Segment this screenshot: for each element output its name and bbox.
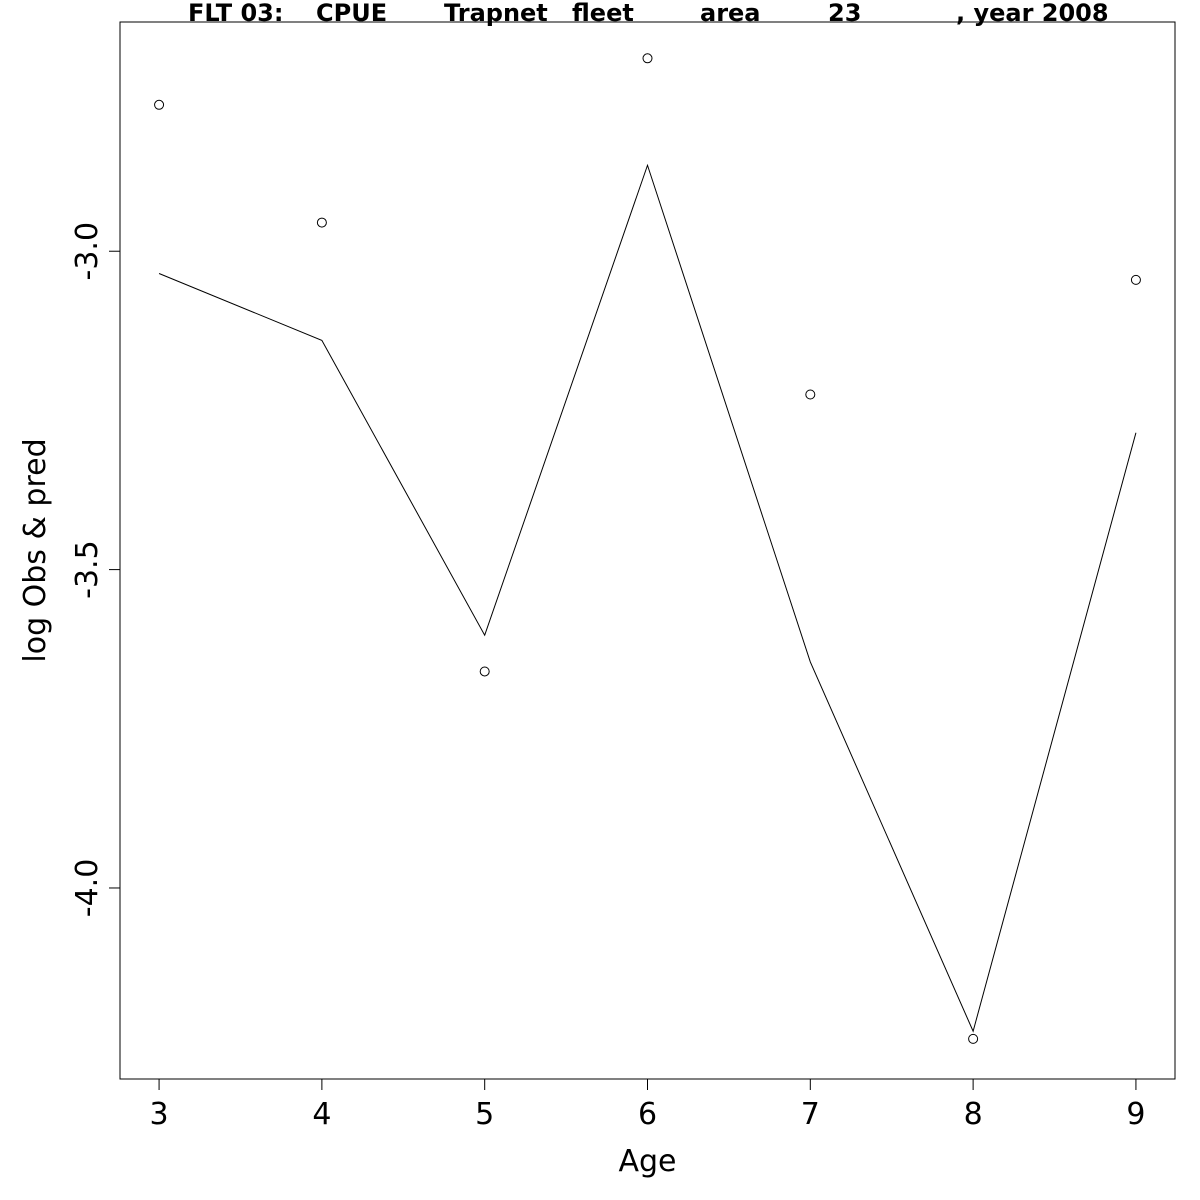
- title-part: , year 2008: [956, 0, 1109, 27]
- plot-frame: [119, 21, 1176, 1080]
- observed-points-series: [154, 53, 1141, 1044]
- x-tick-label: 5: [475, 1097, 494, 1132]
- title-part: area: [700, 0, 761, 27]
- title-part: Trapnet: [444, 0, 548, 27]
- y-tick-label: -3.0: [70, 222, 105, 281]
- title-part: 23: [828, 0, 861, 27]
- observed-point: [968, 1033, 979, 1044]
- observed-point: [1130, 274, 1141, 285]
- title-part: FLT 03:: [188, 0, 283, 27]
- observed-point: [479, 666, 490, 677]
- predicted-line-series: [158, 163, 1137, 1033]
- x-tick-label: 9: [1126, 1097, 1145, 1132]
- x-tick-label: 6: [638, 1097, 657, 1132]
- x-axis-title: Age: [618, 1144, 676, 1179]
- observed-point: [154, 99, 165, 110]
- y-tick-label: -4.0: [70, 859, 105, 918]
- predicted-line: [158, 163, 1137, 1033]
- y-axis: -4.0 -3.5 -3.0: [70, 222, 121, 918]
- x-axis: 3 4 5 6 7 8 9: [150, 1078, 1145, 1132]
- observed-point: [316, 217, 327, 228]
- title-part: CPUE: [316, 0, 387, 27]
- y-tick-label: -3.5: [70, 540, 105, 599]
- x-tick-label: 7: [801, 1097, 820, 1132]
- x-tick-label: 8: [964, 1097, 983, 1132]
- x-tick-label: 4: [312, 1097, 331, 1132]
- observed-point: [642, 53, 653, 64]
- chart-title: FLT 03: CPUE Trapnet fleet area 23 , year 2008: [188, 0, 1109, 27]
- observed-point: [805, 389, 816, 400]
- title-part: fleet: [572, 0, 634, 27]
- y-axis-title: log Obs & pred: [18, 438, 53, 662]
- x-tick-label: 3: [150, 1097, 169, 1132]
